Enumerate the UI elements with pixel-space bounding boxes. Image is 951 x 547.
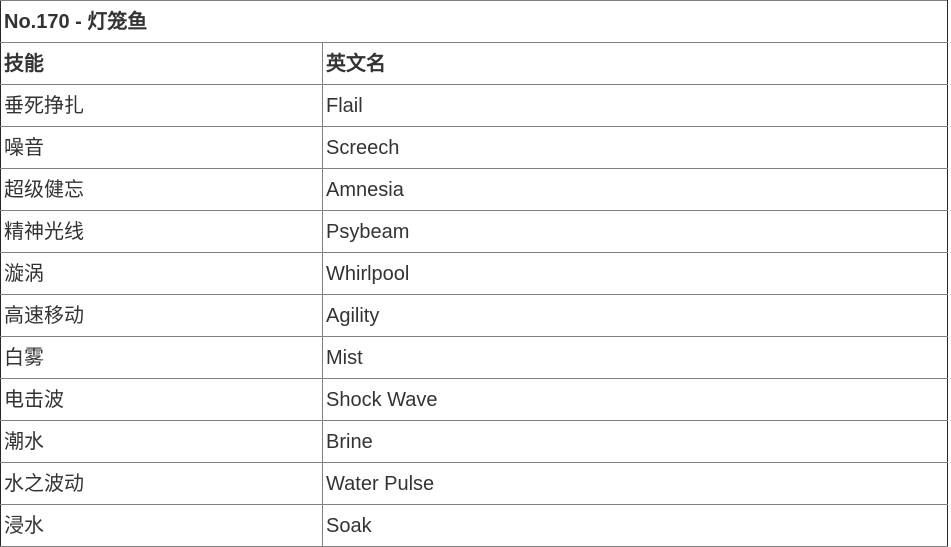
skill-cell: 浸水 — [0, 504, 323, 547]
skill-cell: 白雾 — [0, 336, 323, 379]
table-title: No.170 - 灯笼鱼 — [4, 10, 148, 33]
table-row: 潮水 Brine — [0, 420, 948, 463]
table-row: 水之波动 Water Pulse — [0, 462, 948, 505]
english-cell: Water Pulse — [322, 462, 948, 505]
table-title-row: No.170 - 灯笼鱼 — [1, 1, 948, 43]
table-row: 精神光线 Psybeam — [0, 210, 948, 253]
english-cell: Psybeam — [322, 210, 948, 253]
english-cell: Amnesia — [322, 168, 948, 211]
skill-cell: 垂死挣扎 — [0, 84, 323, 127]
skill-cell: 漩涡 — [0, 252, 323, 295]
table-header-row: 技能 英文名 — [0, 42, 948, 85]
table-row: 漩涡 Whirlpool — [0, 252, 948, 295]
table-row: 电击波 Shock Wave — [0, 378, 948, 421]
skill-cell: 潮水 — [0, 420, 323, 463]
english-cell: Screech — [322, 126, 948, 169]
column-header-english: 英文名 — [322, 42, 948, 85]
table-row: 浸水 Soak — [0, 504, 948, 547]
skill-cell: 电击波 — [0, 378, 323, 421]
skill-cell: 高速移动 — [0, 294, 323, 337]
table-row: 高速移动 Agility — [0, 294, 948, 337]
skill-cell: 水之波动 — [0, 462, 323, 505]
skill-cell: 精神光线 — [0, 210, 323, 253]
skill-cell: 噪音 — [0, 126, 323, 169]
english-cell: Flail — [322, 84, 948, 127]
table-row: 超级健忘 Amnesia — [0, 168, 948, 211]
skill-cell: 超级健忘 — [0, 168, 323, 211]
table-row: 白雾 Mist — [0, 336, 948, 379]
english-cell: Soak — [322, 504, 948, 547]
english-cell: Whirlpool — [322, 252, 948, 295]
english-cell: Mist — [322, 336, 948, 379]
table-row: 垂死挣扎 Flail — [0, 84, 948, 127]
english-cell: Brine — [322, 420, 948, 463]
column-header-skill: 技能 — [0, 42, 323, 85]
english-cell: Agility — [322, 294, 948, 337]
table-row: 噪音 Screech — [0, 126, 948, 169]
english-cell: Shock Wave — [322, 378, 948, 421]
